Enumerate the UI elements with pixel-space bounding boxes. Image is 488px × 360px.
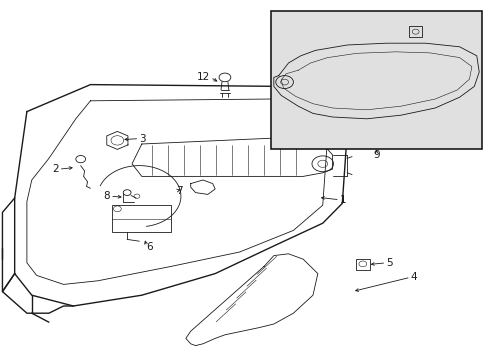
Text: 1: 1 (339, 195, 346, 205)
Bar (408, 26, 422, 37)
Text: 2: 2 (52, 164, 59, 174)
Text: 7: 7 (176, 186, 183, 196)
Bar (271, 11, 481, 149)
Text: 12: 12 (197, 72, 210, 82)
Text: 10: 10 (437, 22, 450, 32)
Text: 6: 6 (146, 242, 153, 252)
Text: 11: 11 (351, 80, 365, 90)
Text: 3: 3 (139, 134, 146, 144)
Text: 5: 5 (386, 258, 392, 268)
Text: 4: 4 (410, 272, 417, 282)
Bar (112, 205, 171, 232)
Text: 8: 8 (103, 191, 110, 201)
Bar (355, 259, 369, 270)
Text: 9: 9 (372, 150, 379, 160)
